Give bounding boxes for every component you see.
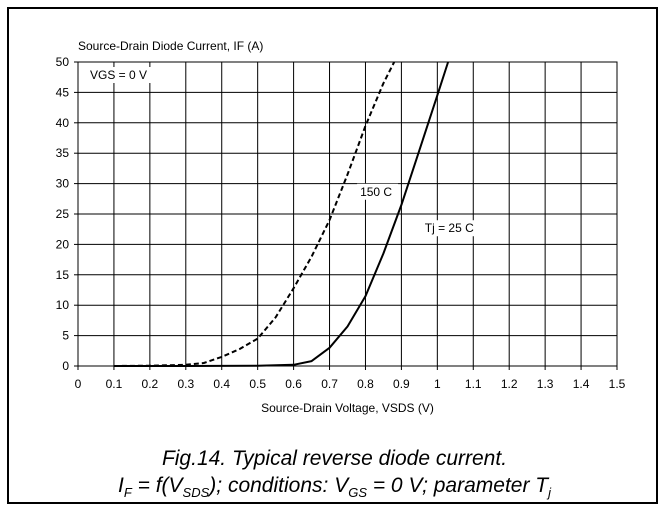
series-label-150c: 150 C <box>360 185 392 199</box>
series-label-25c: Tj = 25 C <box>425 221 474 235</box>
caption-v-sub: SDS <box>182 485 210 501</box>
figure-frame <box>7 7 658 504</box>
chart: 0 0.1 0.2 0.3 0.4 0.5 0.6 0.7 0.8 0.9 1 1.1 1.2 1.3 1.… <box>56 39 626 415</box>
caption-vgs-value: = 0 V; parameter <box>367 474 536 497</box>
y-tick-label: 45 <box>56 85 70 99</box>
y-tick-label: 30 <box>56 177 70 191</box>
caption-vgs-sub: GS <box>348 485 367 501</box>
y-tick-label: 15 <box>56 268 70 282</box>
caption-if: I <box>117 474 124 497</box>
caption-v: V <box>168 474 183 497</box>
caption-t: T <box>535 474 549 497</box>
x-tick-label: 0.6 <box>285 377 302 391</box>
y-tick-label: 25 <box>56 207 70 221</box>
y-tick-label: 40 <box>56 116 70 130</box>
x-tick-label: 0.7 <box>321 377 338 391</box>
y-tick-label: 0 <box>62 359 69 373</box>
y-tick-label: 50 <box>56 55 70 69</box>
caption-vgs: V <box>334 474 349 497</box>
condition-label: VGS = 0 V <box>90 68 147 82</box>
series-label-bg <box>421 220 491 237</box>
x-tick-label: 1.4 <box>573 377 590 391</box>
labels: 150 C Tj = 25 C VGS = 0 V Source-Drain Diod… <box>78 39 491 415</box>
x-tick-label: 1.5 <box>609 377 626 391</box>
grid <box>78 62 617 366</box>
caption-mid: ); conditions: <box>209 474 335 497</box>
x-tick-label: 0.1 <box>106 377 123 391</box>
x-tick-label: 0.4 <box>213 377 230 391</box>
x-tick-label: 0 <box>75 377 82 391</box>
x-tick-label: 1.2 <box>501 377 518 391</box>
series-label-bg <box>357 183 399 200</box>
series-line-150c <box>113 61 396 367</box>
x-tick-label: 0.5 <box>249 377 266 391</box>
axis-ticks: 0 0.1 0.2 0.3 0.4 0.5 0.6 0.7 0.8 0.9 1 1.1 1.2 1.3 1.… <box>56 55 626 391</box>
series-line-25c <box>113 61 450 367</box>
y-tick-label: 35 <box>56 146 70 160</box>
x-tick-label: 1 <box>434 377 441 391</box>
x-tick-label: 1.1 <box>465 377 482 391</box>
caption-eq: = f( <box>131 474 169 497</box>
x-tick-label: 0.9 <box>393 377 410 391</box>
x-tick-label: 0.3 <box>177 377 194 391</box>
x-tick-label: 0.2 <box>142 377 159 391</box>
figure-caption-conditions: IF = f(VSDS); conditions: VGS = 0 V; par… <box>0 474 669 500</box>
series-group <box>113 61 450 367</box>
x-tick-label: 0.8 <box>357 377 374 391</box>
y-axis-title: Source-Drain Diode Current, IF (A) <box>78 39 263 53</box>
y-tick-label: 5 <box>62 329 69 343</box>
y-tick-label: 10 <box>56 298 70 312</box>
caption-if-sub: F <box>123 485 132 501</box>
condition-label-bg <box>86 67 162 83</box>
x-axis-title: Source-Drain Voltage, VSDS (V) <box>261 401 434 415</box>
caption-t-sub: j <box>548 485 552 501</box>
y-tick-label: 20 <box>56 237 70 251</box>
x-tick-label: 1.3 <box>537 377 554 391</box>
figure-caption-title: Fig.14. Typical reverse diode current. <box>161 447 508 470</box>
